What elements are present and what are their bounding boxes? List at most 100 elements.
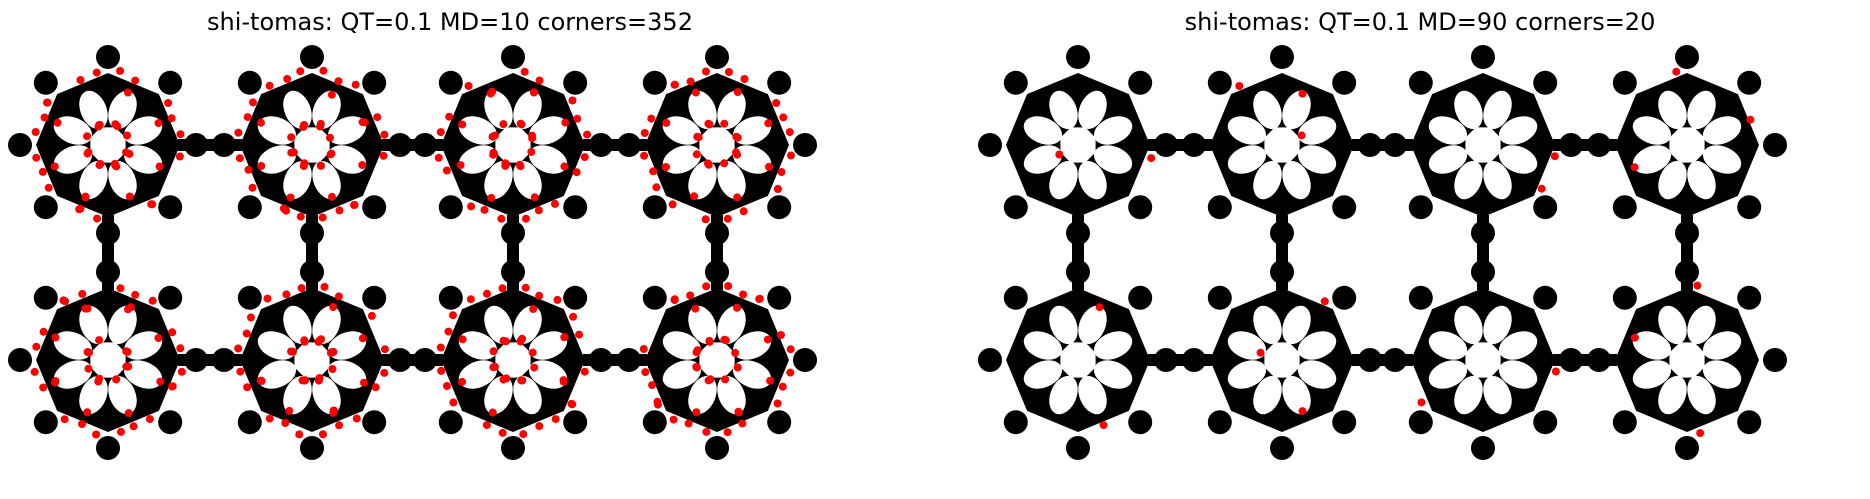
corner-marker [1538,185,1546,193]
corner-marker [315,377,323,385]
corner-marker [535,292,543,300]
corner-marker [234,345,242,353]
corner-marker [381,345,389,353]
corner-marker [287,194,295,202]
corner-marker [300,336,308,344]
corner-marker [126,193,134,201]
corner-marker [777,331,785,339]
corner-marker [54,119,62,127]
corner-marker [124,89,132,97]
corner-marker [581,153,589,161]
corner-marker [481,206,489,214]
corner-marker [280,205,288,213]
gear-knob [1737,286,1761,310]
corner-marker [671,81,679,89]
corner-marker [774,400,782,408]
gear-knob [643,71,667,95]
corner-marker [317,162,325,170]
gear-knob [705,436,729,460]
gear-knob [1533,195,1557,219]
corner-marker [691,305,699,313]
corner-marker [535,206,543,214]
gear-knob [34,71,58,95]
corner-marker [734,88,742,96]
corner-marker [694,346,702,354]
corner-marker [662,119,670,127]
corner-marker [296,67,304,75]
corner-marker [131,291,139,299]
corner-marker [149,297,157,305]
corner-marker [1257,349,1265,357]
corner-marker [1299,407,1307,415]
corner-marker [266,415,274,423]
corner-marker [649,167,657,175]
gear-knob [158,410,182,434]
corner-marker [130,422,138,430]
corner-marker [43,99,51,107]
corner-marker [328,193,336,201]
corner-marker [380,131,388,139]
corner-marker [573,115,581,123]
corner-marker [733,151,741,159]
corner-marker [372,383,380,391]
corner-marker [380,152,388,160]
corner-marker [257,162,265,170]
corner-marker [686,292,694,300]
gear-knob [238,195,262,219]
corner-marker [178,368,186,376]
corner-marker [117,284,125,292]
right-figure [970,40,1870,480]
gear-knob [34,286,58,310]
corner-marker [289,348,297,356]
gear-knob [563,71,587,95]
gear-bridge [178,139,242,151]
corner-marker [45,184,53,192]
corner-marker [573,168,581,176]
corner-marker [535,422,543,430]
gear-bridge [382,354,443,366]
corner-marker [765,163,773,171]
corner-marker [299,376,307,384]
corner-marker [568,400,576,408]
corner-marker [552,415,560,423]
corner-marker [335,421,343,429]
corner-marker [329,365,337,373]
corner-marker [83,408,91,416]
corner-marker [640,152,648,160]
gear-knob [1613,71,1637,95]
gear-bridge [1352,139,1413,151]
corner-marker [483,290,491,298]
corner-marker [561,119,569,127]
corner-marker [734,408,742,416]
corner-marker [93,69,101,77]
corner-marker [569,313,577,321]
corner-marker [257,119,265,127]
corner-marker [127,303,135,311]
gear-knob [1737,410,1761,434]
corner-marker [236,154,244,162]
gear-knob [8,133,32,157]
gear-knob [1208,71,1232,95]
gear-knob [501,45,525,69]
gear-knob [1004,410,1028,434]
corner-marker [164,99,172,107]
corner-marker [146,415,154,423]
corner-marker [489,151,497,159]
corner-marker [705,337,713,345]
corner-marker [652,183,660,191]
gear-bridge [178,354,242,366]
gear-center-hole [294,342,329,377]
corner-marker [518,377,526,385]
corner-marker [501,162,509,170]
corner-marker [236,368,244,376]
gear-knob [563,410,587,434]
corner-marker [654,398,662,406]
gear-center-hole [1060,342,1095,377]
gear-knob [767,195,791,219]
corner-marker [32,154,40,162]
corner-marker [92,431,100,439]
corner-marker [168,328,176,336]
corner-marker [764,119,772,127]
corner-marker [335,77,343,85]
corner-marker [1147,154,1155,162]
